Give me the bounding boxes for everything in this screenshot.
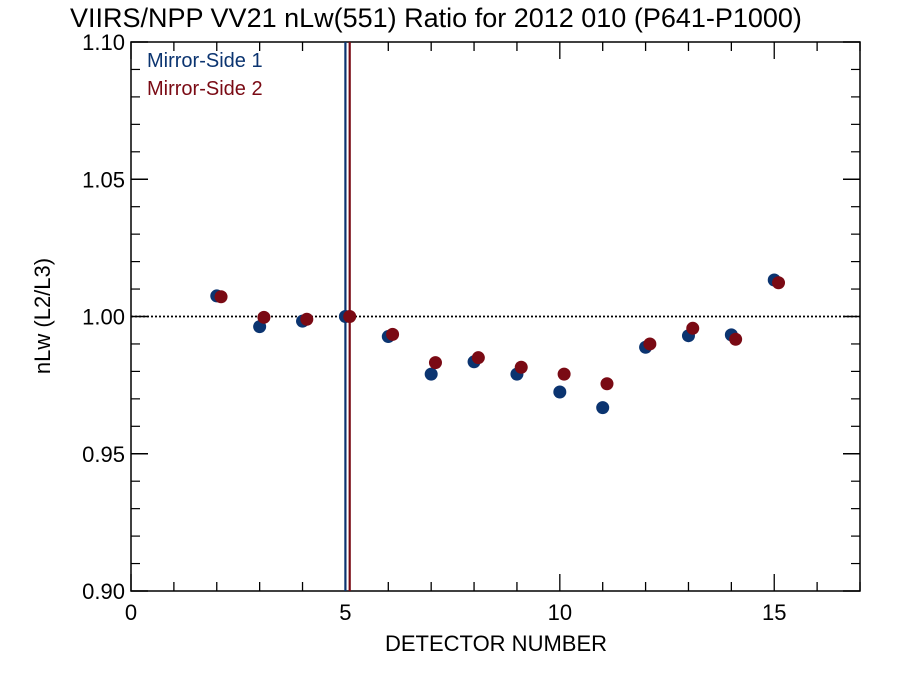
data-point [772,276,786,290]
x-tick-label: 15 [762,600,786,625]
legend-entry: Mirror-Side 2 [147,78,263,100]
data-point [596,401,610,415]
y-tick-label: 1.10 [82,30,125,55]
data-point [686,321,700,335]
x-tick-label: 0 [125,600,137,625]
data-point [424,367,438,381]
data-point [553,385,567,399]
data-point [428,356,442,370]
y-tick-label: 0.95 [82,442,125,467]
data-points [210,273,786,415]
y-axis: 0.90 0.95 1.00 1.05 1.10 [82,30,860,604]
data-point [600,377,614,391]
y-axis-label: nLw (L2/L3) [30,258,55,374]
x-tick-label: 10 [548,600,572,625]
data-point [557,367,571,381]
data-point [300,312,314,326]
y-tick-label: 1.05 [82,167,125,192]
data-point [514,360,528,374]
data-point [643,337,657,351]
data-point [471,351,485,365]
data-point [343,310,357,323]
x-axis-label: DETECTOR NUMBER [385,631,607,656]
y-tick-label: 0.90 [82,579,125,604]
chart-title: VIIRS/NPP VV21 nLw(551) Ratio for 2012 0… [70,3,802,33]
y-tick-label: 1.00 [82,305,125,330]
data-point [729,332,743,346]
data-point [214,290,228,304]
x-tick-label: 5 [339,600,351,625]
legend-entry: Mirror-Side 1 [147,50,263,72]
x-axis: 0 5 10 15 [125,42,861,625]
legend: Mirror-Side 1 Mirror-Side 2 [147,50,263,100]
data-point [257,310,271,324]
data-point [386,327,400,341]
